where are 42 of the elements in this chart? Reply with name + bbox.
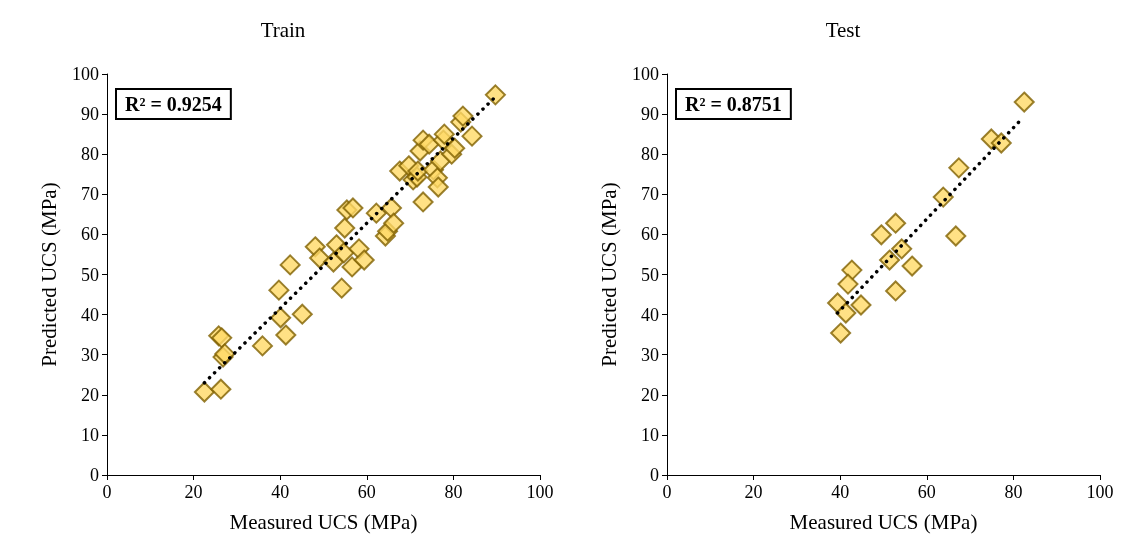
- x-tick-label: 60: [357, 482, 376, 502]
- x-tick-label: 20: [744, 482, 763, 502]
- x-tick-label: 100: [1086, 482, 1114, 502]
- x-axis-title: Measured UCS (MPa): [789, 509, 978, 534]
- x-tick-label: 0: [662, 482, 672, 502]
- y-tick-label: 60: [81, 224, 99, 245]
- y-tick-label: 10: [81, 424, 99, 445]
- x-tick-label: 80: [1004, 482, 1023, 502]
- y-tick-label: 60: [641, 224, 659, 245]
- annotation: R² = 0.8751: [685, 93, 782, 115]
- y-tick-label: 40: [641, 304, 659, 325]
- x-tick-label: 80: [444, 482, 463, 502]
- y-tick-label: 90: [641, 104, 659, 125]
- x-tick-label: 100: [526, 482, 554, 502]
- y-tick-label: 50: [81, 264, 99, 285]
- y-tick-label: 70: [81, 184, 99, 205]
- y-tick-label: 30: [81, 344, 99, 365]
- y-tick-label: 30: [641, 344, 659, 365]
- chart-title: Test: [825, 17, 861, 42]
- y-tick-label: 70: [641, 184, 659, 205]
- y-axis-title: Predicted UCS (MPa): [596, 182, 621, 367]
- chart-title: Train: [260, 17, 306, 42]
- annotation: R² = 0.9254: [125, 93, 222, 115]
- y-tick-label: 50: [641, 264, 659, 285]
- x-tick-label: 0: [102, 482, 112, 502]
- y-tick-label: 0: [90, 465, 99, 485]
- y-tick-label: 100: [632, 64, 659, 84]
- x-axis-title: Measured UCS (MPa): [229, 509, 418, 534]
- y-tick-label: 80: [81, 144, 99, 165]
- y-tick-label: 20: [81, 384, 99, 405]
- x-tick-label: 40: [271, 482, 290, 502]
- x-tick-label: 40: [831, 482, 850, 502]
- y-tick-label: 20: [641, 384, 659, 405]
- y-tick-label: 0: [650, 465, 659, 485]
- y-tick-label: 40: [81, 304, 99, 325]
- y-tick-label: 10: [641, 424, 659, 445]
- y-tick-label: 90: [81, 104, 99, 125]
- x-tick-label: 20: [184, 482, 203, 502]
- y-axis-title: Predicted UCS (MPa): [36, 182, 61, 367]
- y-tick-label: 100: [72, 64, 99, 84]
- x-tick-label: 60: [917, 482, 936, 502]
- y-tick-label: 80: [641, 144, 659, 165]
